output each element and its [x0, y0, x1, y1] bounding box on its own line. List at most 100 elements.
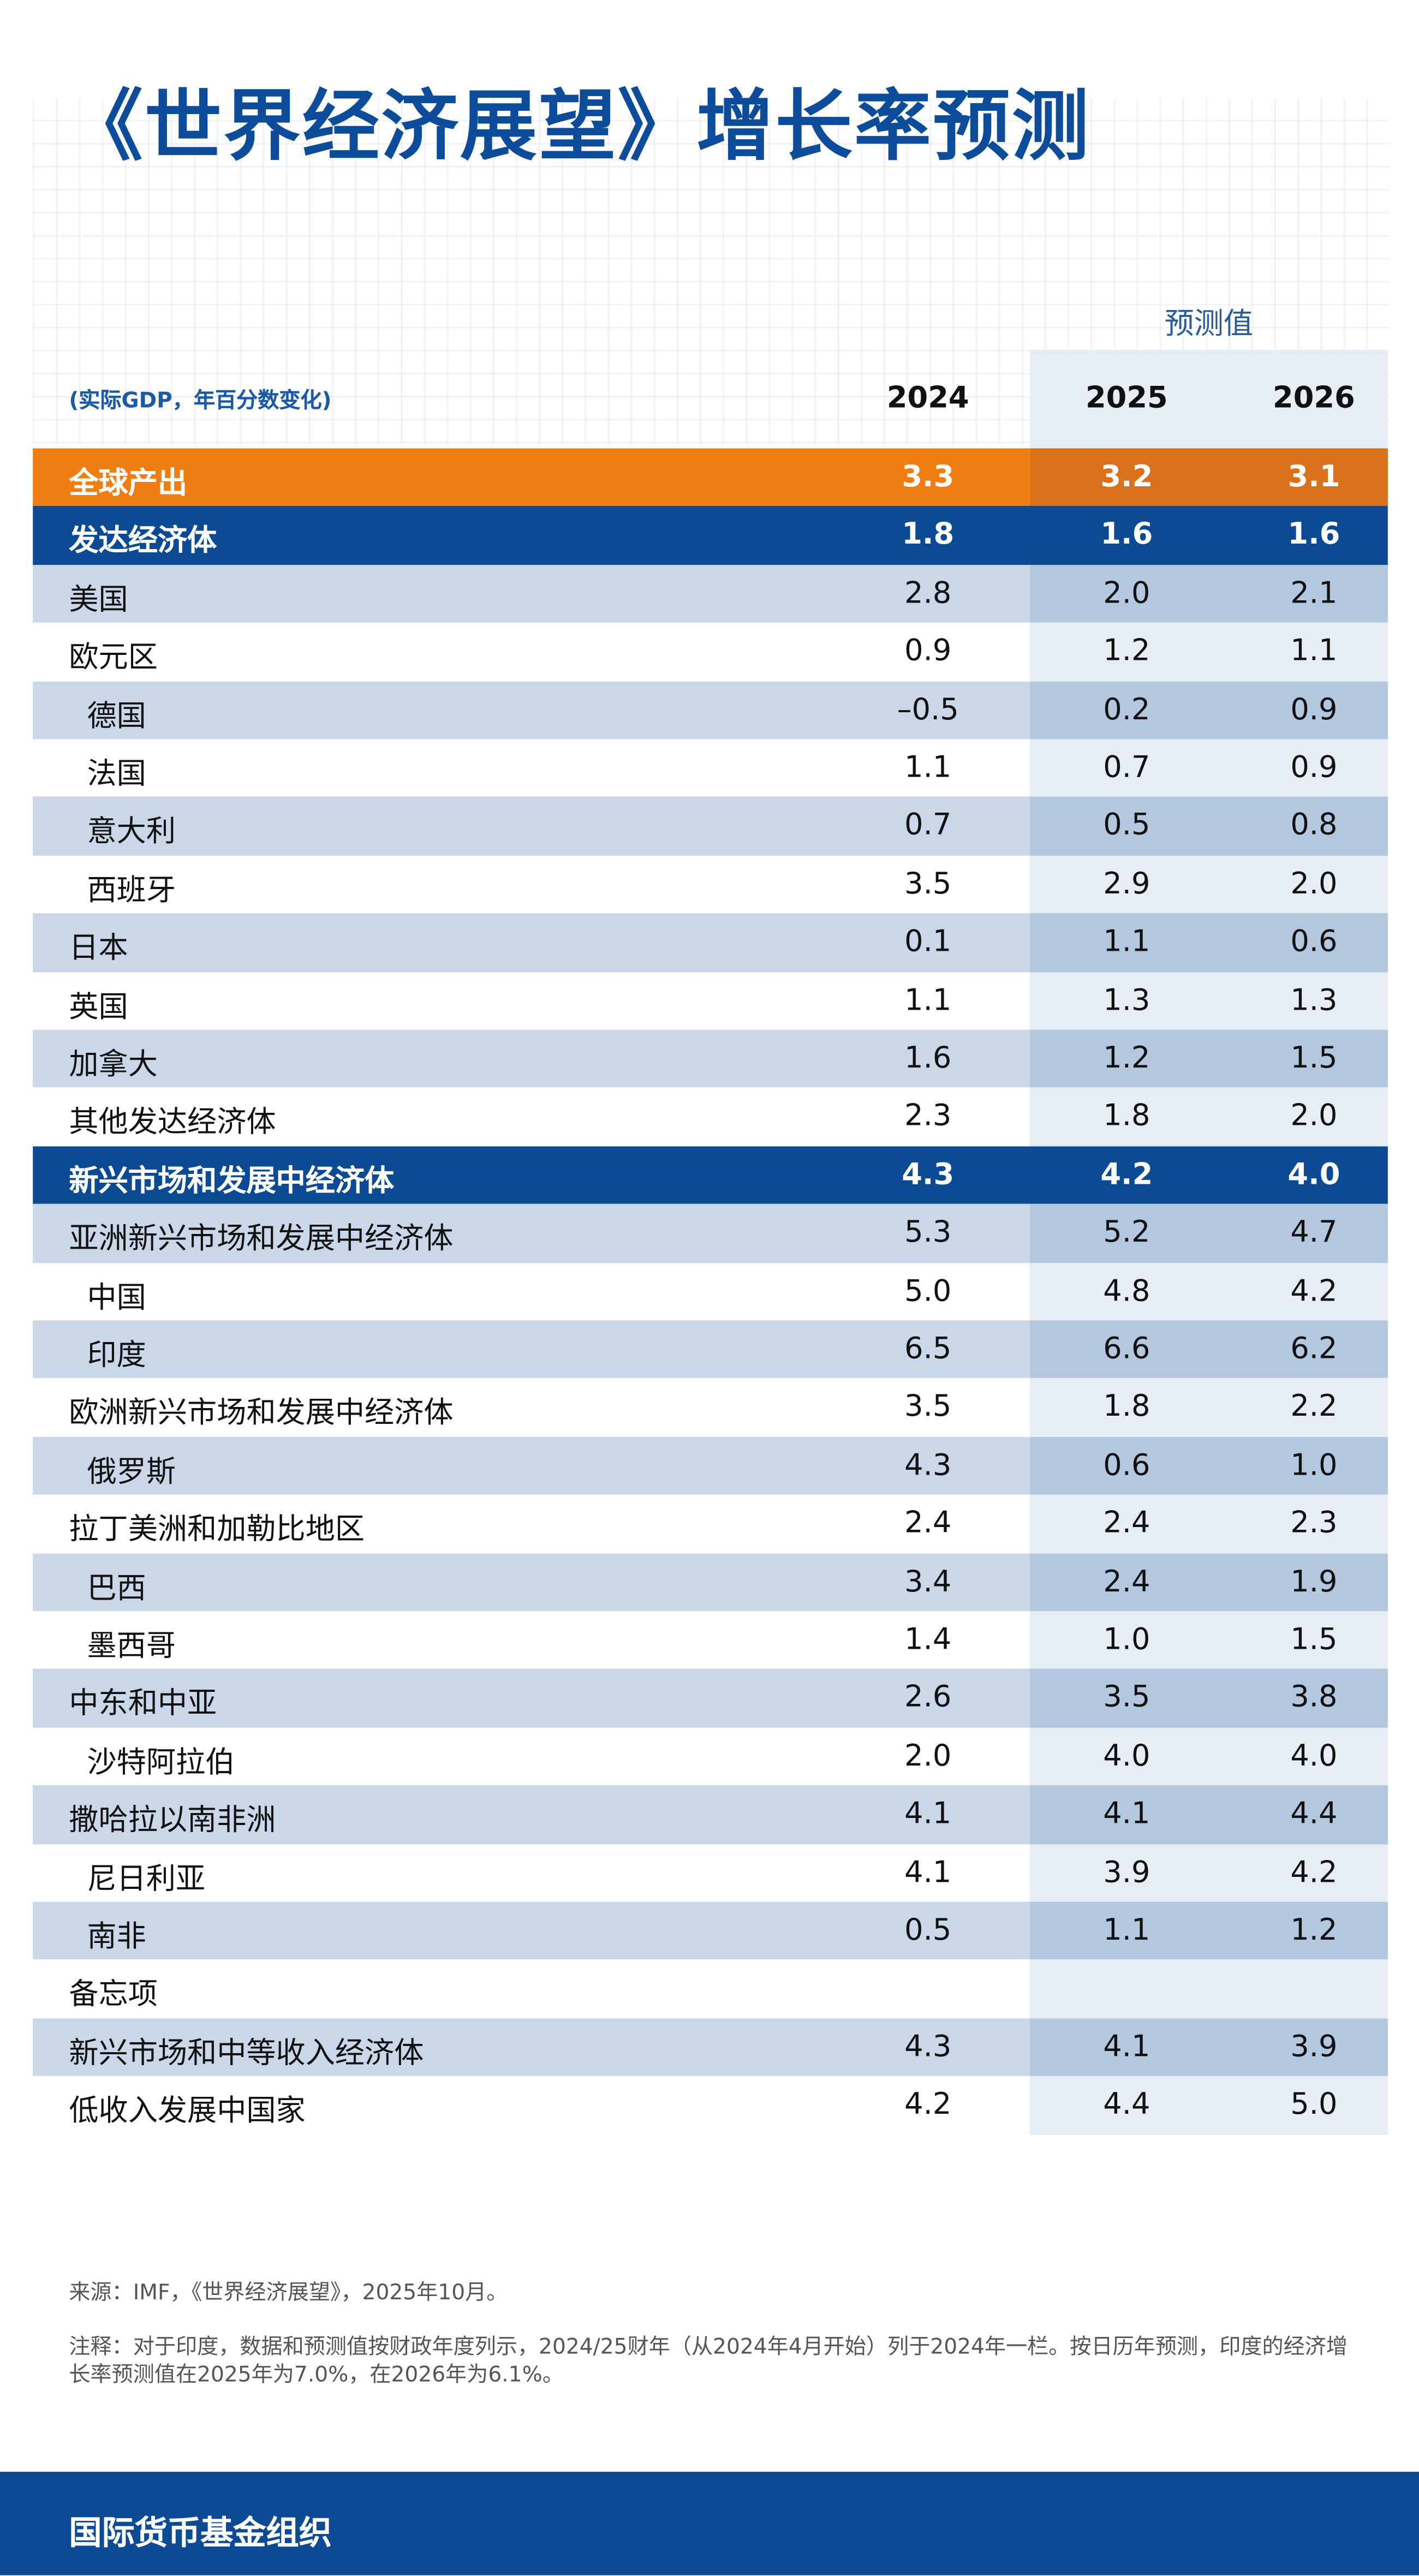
cell-value: 4.8: [1103, 1273, 1150, 1309]
row-background: [1029, 681, 1388, 740]
row-label: 德国: [87, 699, 146, 734]
row-label: 低收入发展中国家: [69, 2094, 306, 2129]
row-background: [1029, 797, 1388, 856]
row-label: 日本: [69, 931, 128, 967]
cell-value: 3.5: [904, 867, 952, 902]
row-background: [1029, 1029, 1388, 1088]
row-label: 尼日利亚: [87, 1862, 206, 1897]
cell-value: 2.2: [1290, 1390, 1338, 1425]
cell-value: 1.1: [1103, 925, 1150, 959]
cell-value: 1.8: [902, 518, 955, 553]
cell-value: 1.8: [1103, 1390, 1150, 1425]
cell-value: 4.3: [904, 1448, 952, 1483]
cell-value: 2.4: [1103, 1506, 1150, 1541]
column-header: 2025: [1085, 381, 1168, 416]
row-background: [1029, 2018, 1388, 2077]
cell-value: 2.6: [904, 1680, 952, 1715]
row-background: [33, 913, 1030, 972]
unit-note: (实际GDP，年百分数变化): [69, 389, 332, 414]
row-label: 墨西哥: [87, 1629, 176, 1664]
row-background: [1029, 1436, 1388, 1495]
cell-value: 3.9: [1290, 2029, 1338, 2065]
cell-value: 4.0: [1290, 1739, 1338, 1774]
cell-value: 1.3: [1290, 983, 1338, 1018]
cell-value: 3.5: [1103, 1680, 1150, 1715]
cell-value: 3.9: [1103, 1855, 1150, 1890]
row-label: 欧洲新兴市场和发展中经济体: [69, 1397, 454, 1432]
row-background: [33, 1436, 1030, 1495]
cell-value: 1.3: [1103, 983, 1150, 1018]
row-background: [1029, 1669, 1388, 1728]
cell-value: 2.0: [1290, 867, 1338, 902]
cell-value: 1.9: [1290, 1564, 1338, 1599]
cell-value: 4.2: [904, 2088, 952, 2122]
cell-value: 1.2: [1103, 634, 1150, 669]
cell-value: 1.6: [1100, 518, 1153, 553]
cell-value: 1.2: [1290, 1913, 1338, 1948]
cell-value: 0.2: [1103, 692, 1150, 727]
cell-value: 1.1: [904, 750, 952, 785]
organization: 国际货币基金组织: [69, 2513, 332, 2553]
cell-value: 6.5: [904, 1332, 952, 1367]
row-label: 全球产出: [69, 466, 188, 501]
row-label: 加拿大: [69, 1047, 158, 1083]
cell-value: –0.5: [897, 692, 959, 727]
note: 注释：对于印度，数据和预测值按财政年度列示，2024/25财年（从2024年4月…: [69, 2335, 1348, 2388]
row-background: [33, 1669, 1030, 1728]
cell-value: 2.0: [1290, 1099, 1338, 1134]
cell-value: 1.5: [1290, 1623, 1338, 1657]
row-label: 南非: [87, 1919, 146, 1955]
row-label: 意大利: [87, 815, 176, 850]
row-background: [1029, 1553, 1388, 1612]
row-background: [1029, 1785, 1388, 1844]
column-header: 2026: [1273, 381, 1355, 416]
cell-value: 0.9: [904, 634, 952, 669]
cell-value: 4.7: [1290, 1215, 1338, 1250]
row-label: 新兴市场和发展中经济体: [69, 1164, 395, 1199]
cell-value: 0.6: [1103, 1448, 1150, 1483]
row-label: 巴西: [87, 1571, 146, 1606]
cell-value: 2.3: [904, 1099, 952, 1134]
cell-value: 2.1: [1290, 576, 1338, 611]
row-background: [33, 2018, 1030, 2077]
row-label: 其他发达经济体: [69, 1106, 276, 1141]
cell-value: 5.3: [904, 1215, 952, 1250]
row-label: 欧元区: [69, 641, 158, 676]
cell-value: 2.9: [1103, 867, 1150, 902]
row-background: [1029, 1204, 1388, 1262]
cell-value: 0.7: [1103, 750, 1150, 785]
cell-value: 4.4: [1103, 2088, 1150, 2122]
cell-value: 4.4: [1290, 1797, 1338, 1832]
cell-value: 6.2: [1290, 1332, 1338, 1367]
footer-bar: [0, 2471, 1419, 2575]
cell-value: 0.5: [1103, 808, 1150, 843]
row-background: [33, 448, 1030, 507]
row-background: [33, 1553, 1030, 1612]
cell-value: 4.0: [1287, 1157, 1340, 1192]
cell-value: 1.0: [1103, 1623, 1150, 1657]
row-background: [33, 1901, 1030, 1960]
cell-value: 1.4: [904, 1623, 952, 1657]
row-background: [33, 506, 1388, 565]
cell-value: 3.1: [1287, 460, 1340, 494]
cell-value: 4.3: [904, 2029, 952, 2065]
column-header: 2024: [886, 381, 969, 416]
source: 来源：IMF，《世界经济展望》，2025年10月。: [69, 2281, 508, 2306]
cell-value: 2.4: [1103, 1564, 1150, 1599]
cell-value: 4.0: [1103, 1739, 1150, 1774]
row-label: 英国: [69, 989, 128, 1024]
cell-value: 4.1: [904, 1855, 952, 1890]
cell-value: 1.8: [1103, 1099, 1150, 1134]
cell-value: 0.6: [1290, 925, 1338, 959]
row-label: 法国: [87, 757, 146, 792]
row-label: 备忘项: [69, 1978, 158, 2013]
row-background: [33, 564, 1030, 623]
cell-value: 3.2: [1100, 460, 1153, 494]
cell-value: 4.2: [1100, 1157, 1153, 1192]
row-label: 亚洲新兴市场和发展中经济体: [69, 1222, 454, 1257]
row-label: 拉丁美洲和加勒比地区: [69, 1513, 365, 1548]
cell-value: 5.2: [1103, 1215, 1150, 1250]
cell-value: 4.3: [902, 1157, 955, 1192]
cell-value: 5.0: [904, 1273, 952, 1309]
